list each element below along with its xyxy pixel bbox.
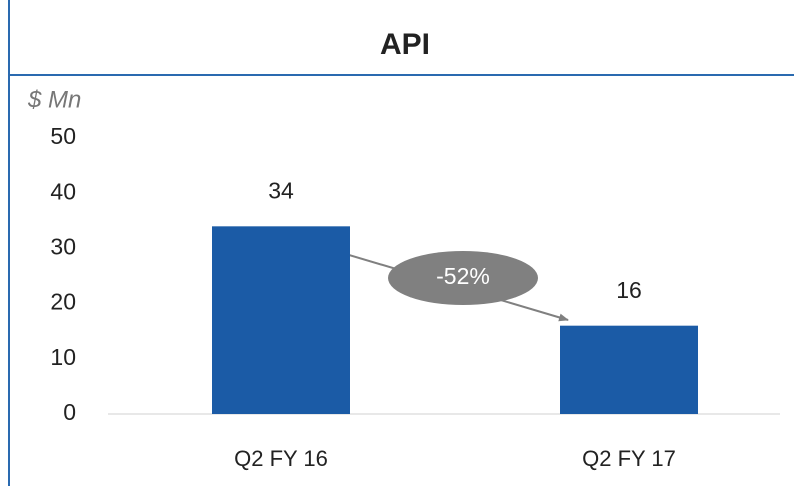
y-tick-label: 40 (50, 178, 76, 204)
annotation: -52% (436, 263, 490, 289)
y-axis-label: $ Mn (27, 86, 81, 113)
annotation-bubble (388, 251, 538, 305)
chart-title: API (380, 28, 430, 61)
value-label: 34 (268, 177, 294, 203)
bar (560, 325, 698, 414)
y-tick-label: 10 (50, 344, 76, 370)
value-label: 16 (616, 277, 642, 303)
x-tick-label: Q2 FY 17 (582, 446, 676, 471)
x-tick-label: Q2 FY 16 (234, 446, 328, 471)
y-tick-label: 30 (50, 233, 76, 259)
y-tick-label: 50 (50, 123, 76, 149)
bar (212, 226, 350, 414)
y-tick-label: 0 (63, 399, 76, 425)
y-tick-label: 20 (50, 289, 76, 315)
